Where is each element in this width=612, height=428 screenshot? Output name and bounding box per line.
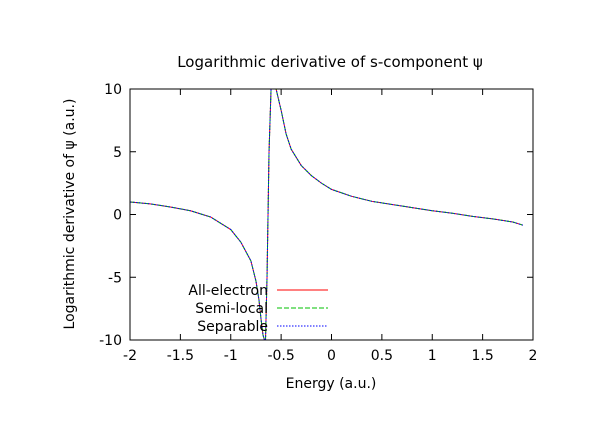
plot-curves bbox=[129, 88, 524, 341]
plot-frame bbox=[129, 88, 534, 341]
chart-title: Logarithmic derivative of s-component ψ bbox=[177, 53, 483, 71]
series-line-semi-local bbox=[265, 88, 524, 341]
y-tick-label: -10 bbox=[99, 333, 122, 349]
series-line-all-electron bbox=[265, 88, 524, 341]
x-tick-label: 1.5 bbox=[471, 348, 493, 364]
y-axis-label: Logarithmic derivative of ψ (a.u.) bbox=[62, 99, 78, 330]
x-tick-label: 0.5 bbox=[371, 348, 393, 364]
x-tick-label: -0.5 bbox=[267, 348, 294, 364]
x-tick-label: -1 bbox=[224, 348, 238, 364]
legend: All-electron Semi-local Separable bbox=[188, 283, 328, 335]
axis-ticks: -2 -1.5 -1 -0.5 0 0.5 1 1.5 2 -10 -5 0 5 10 bbox=[99, 82, 537, 364]
x-axis-label: Energy (a.u.) bbox=[286, 376, 377, 392]
y-tick-label: -5 bbox=[108, 270, 122, 286]
x-tick-label: 0 bbox=[327, 348, 336, 364]
legend-label: All-electron bbox=[188, 283, 268, 299]
series-line-separable bbox=[129, 201, 265, 341]
x-tick-label: 1 bbox=[428, 348, 437, 364]
series-line-semi-local bbox=[129, 201, 265, 341]
x-tick-label: 2 bbox=[529, 348, 538, 364]
legend-label: Separable bbox=[197, 319, 268, 335]
x-tick-label: -2 bbox=[123, 348, 137, 364]
legend-label: Semi-local bbox=[195, 301, 268, 317]
y-tick-label: 0 bbox=[113, 208, 122, 224]
x-tick-label: -1.5 bbox=[167, 348, 194, 364]
series-line-separable bbox=[265, 88, 524, 341]
y-tick-label: 5 bbox=[113, 145, 122, 161]
y-tick-label: 10 bbox=[104, 82, 122, 98]
